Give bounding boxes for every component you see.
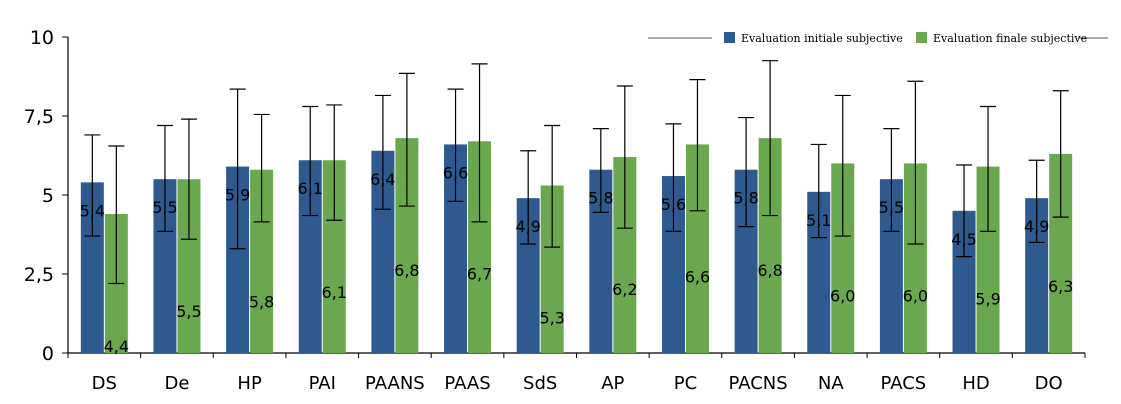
data-label: 6,0 (830, 286, 855, 305)
y-tick-label: 2,5 (24, 264, 54, 286)
x-tick-label: PAI (309, 373, 336, 394)
data-label: 5,5 (176, 302, 201, 321)
data-label: 5,4 (80, 201, 105, 220)
x-tick-label: NA (818, 373, 844, 394)
x-tick-label: SdS (523, 373, 557, 394)
x-tick-label: PC (674, 373, 697, 394)
x-tick-label: HP (237, 373, 262, 394)
data-label: 5,9 (975, 290, 1000, 309)
data-label: 6,0 (903, 286, 928, 305)
data-label: 5,9 (225, 186, 250, 205)
axes: 0 2,5 5 7,5 10 DS De HP PAI PAANS PAAS SdS AP PC PACNS… (24, 27, 1086, 394)
data-label: 4,4 (104, 337, 129, 356)
bar (516, 198, 540, 353)
y-tick-label: 7,5 (24, 106, 54, 128)
x-tick-label: De (164, 373, 189, 394)
data-labels: 5,4 5,5 5,9 6,1 6,4 6,6 4,9 5,8 5,6 5,8 5,1 5,5 4,5 4… (80, 163, 1074, 356)
bar (153, 179, 177, 353)
x-tick-label: PACS (881, 373, 927, 394)
data-label: 5,1 (806, 211, 831, 230)
x-tick-label: PACNS (729, 373, 788, 394)
bar (1025, 198, 1049, 353)
data-label: 6,8 (394, 261, 419, 280)
bar (395, 138, 419, 353)
bar (540, 185, 564, 353)
legend-label: Evaluation initiale subjective (741, 32, 903, 45)
y-tick-label: 10 (30, 27, 54, 49)
y-tick-label: 0 (42, 343, 54, 365)
bar (298, 160, 322, 353)
bar (1049, 153, 1073, 353)
data-label: 4,9 (1024, 217, 1049, 236)
bar (661, 176, 685, 353)
x-tick-label: AP (601, 373, 624, 394)
bar (879, 179, 903, 353)
bar (613, 157, 637, 353)
bar (322, 160, 346, 353)
data-label: 4,9 (515, 217, 540, 236)
y-tick-label: 5 (42, 185, 54, 207)
data-label: 6,8 (757, 261, 782, 280)
bar (758, 138, 782, 353)
bar (976, 166, 1000, 353)
legend: Evaluation initiale subjective Evaluation… (648, 32, 1108, 45)
data-label: 6,6 (685, 267, 710, 286)
data-label: 6,1 (322, 283, 347, 302)
bars (80, 138, 1073, 353)
legend-swatch (724, 32, 735, 43)
data-label: 5,3 (539, 309, 564, 328)
bar (371, 150, 395, 353)
bar (468, 141, 492, 353)
bar (250, 169, 274, 353)
x-tick-label: DS (92, 373, 117, 394)
data-label: 5,5 (879, 198, 904, 217)
data-label: 5,8 (588, 189, 613, 208)
data-label: 6,3 (1048, 277, 1073, 296)
data-label: 5,8 (733, 189, 758, 208)
bar (734, 169, 758, 353)
data-label: 6,4 (370, 170, 395, 189)
legend-label: Evaluation finale subjective (933, 32, 1087, 45)
bar (952, 210, 976, 353)
bar (831, 163, 855, 353)
bar (226, 166, 250, 353)
bar (685, 144, 709, 353)
x-tick-label: PAANS (365, 373, 425, 394)
legend-swatch (916, 32, 927, 43)
x-tick-label: PAAS (444, 373, 490, 394)
bar (80, 182, 104, 353)
bar (903, 163, 927, 353)
bar (807, 191, 831, 353)
data-label: 5,5 (152, 198, 177, 217)
error-bars (84, 60, 1069, 285)
x-tick-label: DO (1035, 373, 1063, 394)
data-label: 6,7 (467, 264, 492, 283)
data-label: 5,8 (249, 293, 274, 312)
bar (444, 144, 468, 353)
data-label: 6,1 (298, 179, 323, 198)
bar (589, 169, 613, 353)
data-label: 4,5 (951, 230, 976, 249)
data-label: 5,6 (661, 195, 686, 214)
data-label: 6,6 (443, 163, 468, 182)
data-label: 6,2 (612, 280, 637, 299)
x-tick-label: HD (962, 373, 989, 394)
bar (177, 179, 201, 353)
